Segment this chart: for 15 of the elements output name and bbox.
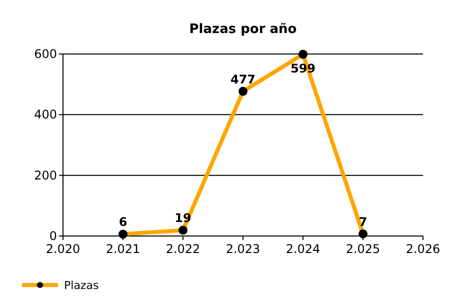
data-label: 477: [230, 72, 256, 86]
x-tick-label: 2.026: [406, 242, 440, 256]
x-tick-label: 2.025: [346, 242, 380, 256]
data-label: 6: [118, 215, 128, 230]
x-tick-label: 2.021: [106, 242, 140, 256]
legend-label: Plazas: [64, 279, 99, 292]
x-tick-label: 2.023: [226, 242, 260, 256]
y-tick-label: 600: [34, 47, 57, 61]
x-tick-label: 2.024: [286, 242, 320, 256]
y-tick-label: 200: [34, 168, 57, 182]
y-tick-label: 400: [34, 108, 57, 122]
chart-title: Plazas por año: [189, 22, 297, 37]
x-tick-label: 2.022: [166, 242, 200, 256]
y-tick-label: 0: [49, 229, 57, 243]
x-tick-label: 2.020: [46, 242, 80, 256]
